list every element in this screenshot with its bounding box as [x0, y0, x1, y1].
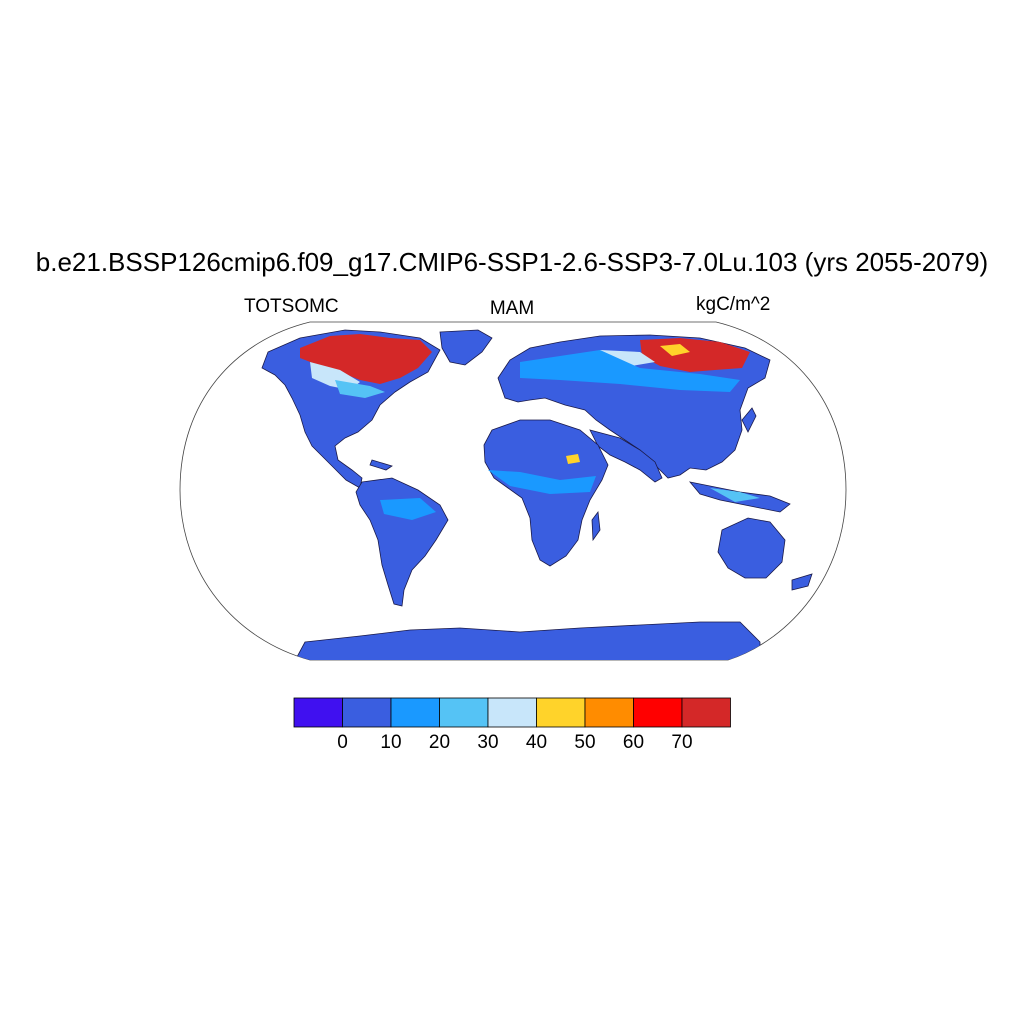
colorbar-swatch — [293, 697, 343, 728]
colorbar-swatch — [439, 697, 489, 728]
amazon-light-band — [380, 498, 436, 520]
africa-sahel-band — [488, 470, 596, 494]
colorbar-swatch — [633, 697, 683, 728]
madagascar-landmass — [591, 510, 601, 542]
indonesia-peat-patch — [710, 488, 760, 502]
colorbar-swatch — [536, 697, 586, 728]
colorbar-tick-label: 60 — [622, 732, 645, 753]
arabia-india-landmass — [589, 429, 663, 483]
colorbar-swatch — [584, 697, 634, 728]
colorbar-tick-label: 30 — [477, 732, 499, 753]
colorbar — [293, 697, 731, 728]
colorbar-tick-label: 50 — [574, 732, 596, 753]
colorbar-swatch — [390, 697, 440, 728]
colorbar-tick-label: 20 — [428, 732, 451, 753]
colorbar-swatch — [342, 697, 392, 728]
units-label: kgC/m^2 — [696, 294, 771, 315]
sudan-wetland-patch — [566, 454, 580, 464]
canada-high-soc-patch — [300, 334, 432, 384]
map-title: b.e21.BSSP126cmip6.f09_g17.CMIP6-SSP1-2.… — [35, 247, 989, 277]
variable-label: TOTSOMC — [244, 296, 339, 317]
antarctica-landmass — [289, 621, 761, 660]
season-label: MAM — [489, 298, 535, 319]
siberia-yellow-patch — [660, 344, 690, 356]
colorbar-tick-label: 70 — [671, 732, 693, 753]
colorbar-tick-label: 10 — [380, 732, 402, 753]
canada-light-blue-patch — [335, 380, 385, 398]
new-zealand-landmass — [791, 573, 813, 591]
colorbar-tick-label: 40 — [525, 732, 548, 753]
australia-landmass — [717, 517, 786, 579]
colorbar-swatch — [487, 697, 537, 728]
caribbean-islands — [369, 459, 393, 471]
eurasia-mid-blue-band — [520, 350, 740, 392]
japan-landmass — [741, 407, 757, 433]
greenland-landmass — [439, 329, 493, 366]
colorbar-tick-label: 0 — [337, 732, 348, 753]
colorbar-swatch — [681, 697, 731, 728]
